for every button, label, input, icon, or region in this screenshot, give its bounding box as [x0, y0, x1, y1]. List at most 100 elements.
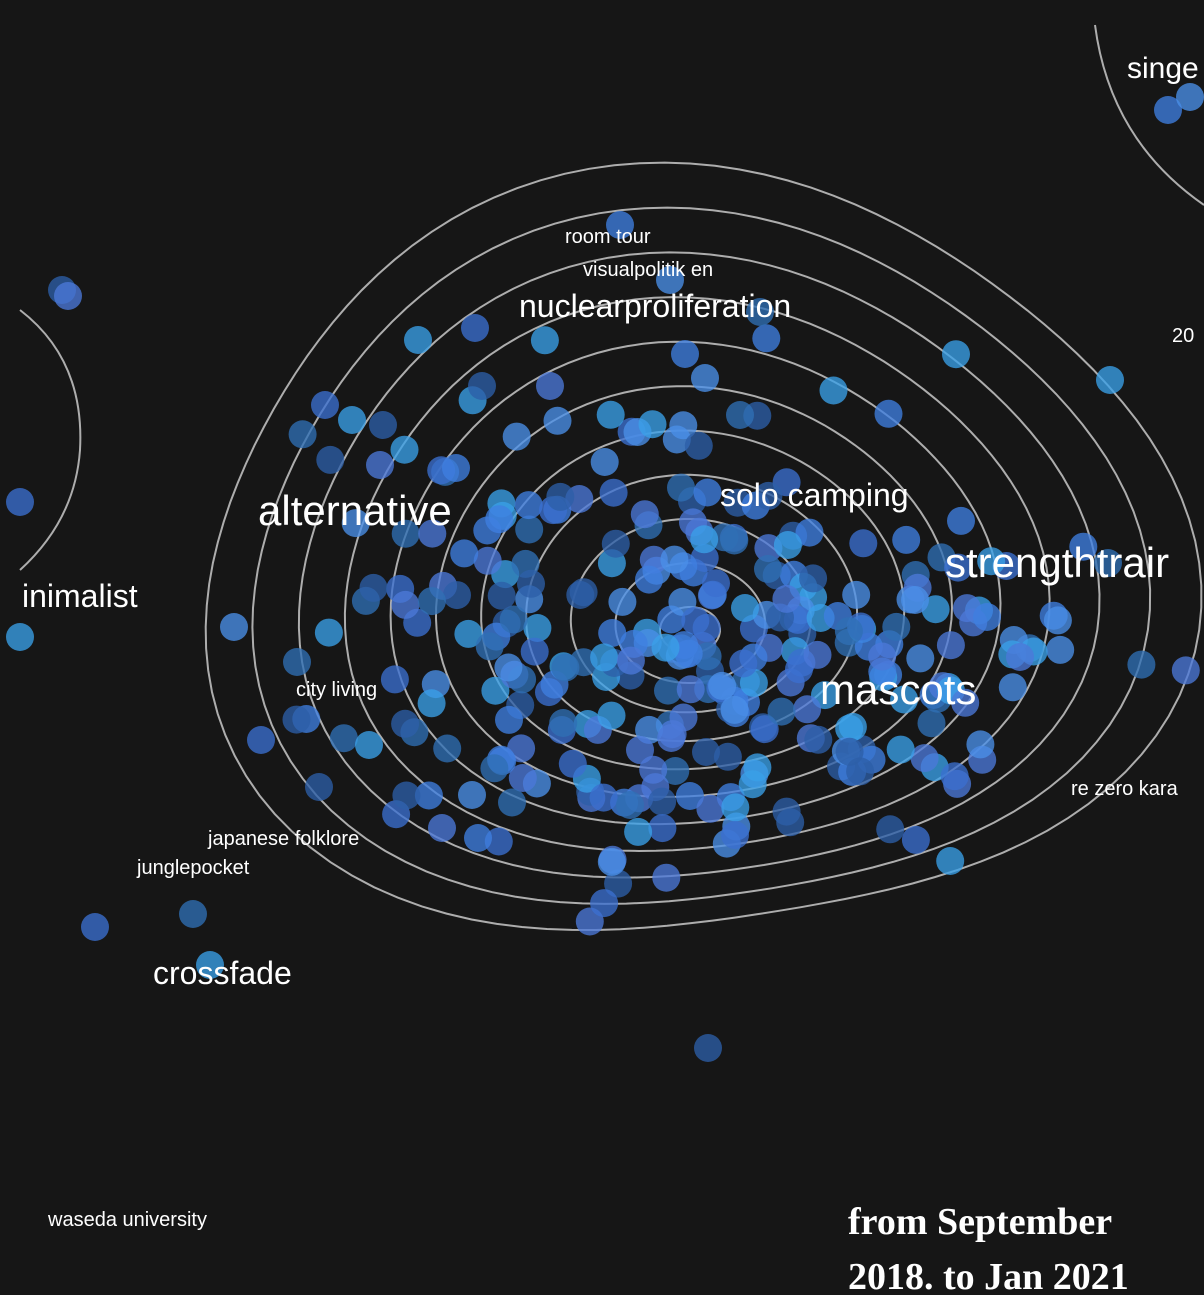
dot: [692, 613, 721, 642]
dot: [799, 564, 828, 593]
dot: [590, 448, 619, 476]
dot: [316, 445, 345, 474]
dot: [601, 529, 630, 558]
dot: [906, 644, 935, 673]
dot: [776, 808, 805, 837]
dot: [951, 688, 980, 717]
dot: [1096, 366, 1124, 394]
dot: [676, 675, 705, 704]
dot: [515, 515, 544, 544]
dot: [694, 1034, 722, 1062]
labels: singe room tour visualpolitik en nuclearpro…: [22, 52, 1199, 1295]
dot: [6, 623, 34, 651]
dot: [657, 724, 686, 752]
dot: [604, 869, 633, 898]
dot: [468, 372, 496, 400]
dot: [391, 519, 420, 548]
dot: [729, 649, 758, 678]
dot: [597, 701, 626, 730]
dot: [834, 617, 863, 646]
dot: [630, 500, 659, 529]
dot: [936, 631, 965, 660]
dot: [6, 488, 34, 516]
dot: [417, 587, 446, 616]
dot: [942, 340, 970, 369]
topic-label: crossfade: [153, 955, 292, 991]
dot: [282, 705, 311, 734]
dot: [558, 749, 587, 778]
dot: [314, 618, 343, 647]
topic-label: waseda university: [47, 1209, 207, 1231]
dot: [726, 401, 754, 429]
dot: [648, 814, 677, 843]
dot: [480, 754, 509, 783]
dot: [901, 586, 929, 614]
dot: [752, 324, 781, 353]
dot: [450, 539, 479, 568]
dot: [523, 614, 552, 642]
dot: [890, 685, 919, 714]
dot: [311, 391, 339, 419]
dot: [283, 648, 311, 676]
dot: [696, 794, 725, 823]
dot: [638, 410, 667, 439]
dot: [661, 757, 690, 785]
dot: [793, 695, 822, 724]
dot: [819, 376, 848, 405]
dot: [498, 788, 526, 817]
dot: [487, 581, 516, 610]
contour: [19, 309, 82, 571]
dot: [648, 787, 677, 816]
dot: [1154, 96, 1182, 124]
dot: [608, 587, 637, 616]
dot: [750, 715, 779, 744]
dot: [693, 478, 722, 507]
dot: [838, 712, 867, 741]
dot: [380, 665, 409, 694]
dot: [660, 545, 689, 574]
dot: [508, 764, 537, 792]
dot: [494, 653, 523, 682]
dot: [288, 420, 317, 449]
dot: [536, 372, 564, 400]
dot: [597, 847, 626, 876]
dot: [684, 431, 713, 460]
dot: [635, 565, 663, 594]
dot: [947, 506, 975, 535]
dot: [849, 529, 878, 558]
dot: [835, 737, 864, 766]
dot: [359, 573, 388, 602]
dot: [454, 619, 483, 648]
dot: [868, 642, 897, 671]
topic-label: mascots: [820, 666, 976, 713]
contour: [251, 206, 1152, 905]
dot: [626, 736, 654, 764]
topic-label: solo camping: [720, 477, 909, 513]
dot: [1127, 650, 1156, 679]
dot: [520, 637, 549, 666]
dot: [876, 815, 905, 844]
dot: [338, 406, 366, 434]
dot: [502, 422, 531, 451]
dot: [390, 435, 419, 464]
dot: [589, 783, 618, 812]
dot: [1069, 532, 1098, 561]
dot: [247, 726, 275, 754]
dot: [1006, 643, 1034, 671]
dot: [892, 525, 921, 554]
topic-label: nuclearproliferation: [519, 288, 791, 324]
dot: [590, 889, 619, 918]
dot: [669, 411, 698, 440]
dot: [414, 781, 443, 810]
dot: [803, 640, 832, 669]
contour: [480, 429, 906, 771]
topic-label: inimalist: [22, 578, 138, 614]
dot: [616, 791, 644, 819]
topic-label: city living: [296, 679, 377, 701]
topic-label: singe: [1127, 52, 1199, 85]
dot: [998, 673, 1027, 702]
dot: [652, 863, 681, 892]
dot: [530, 326, 559, 355]
dot: [366, 451, 394, 479]
